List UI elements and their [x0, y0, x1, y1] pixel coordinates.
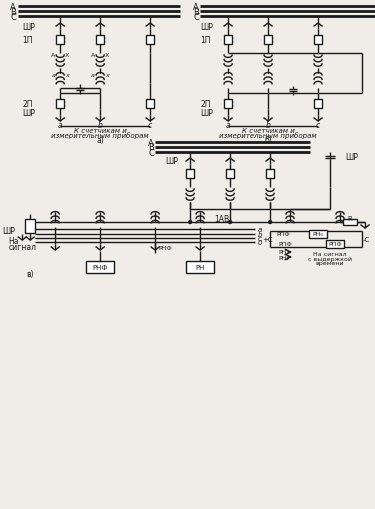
- Bar: [96, 36, 104, 44]
- Circle shape: [189, 221, 192, 224]
- Text: ШР: ШР: [200, 22, 213, 32]
- Bar: [25, 219, 35, 234]
- Text: РН: РН: [278, 250, 286, 255]
- Text: a: a: [51, 72, 55, 77]
- Bar: [186, 169, 194, 178]
- Text: ШР: ШР: [345, 153, 358, 162]
- Text: а): а): [96, 136, 104, 145]
- Text: РНФ: РНФ: [93, 265, 108, 270]
- Text: ШР: ШР: [22, 108, 35, 117]
- Text: времени: времени: [316, 261, 344, 266]
- Text: c: c: [148, 120, 152, 129]
- Text: a: a: [58, 120, 63, 129]
- Text: ШР: ШР: [22, 22, 35, 32]
- Bar: [264, 36, 272, 44]
- Text: сигнал: сигнал: [8, 242, 36, 251]
- Text: б): б): [264, 136, 272, 145]
- Circle shape: [229, 221, 232, 224]
- Text: На сигнал: На сигнал: [313, 251, 347, 256]
- Text: R: R: [348, 216, 352, 221]
- Text: в): в): [27, 270, 34, 279]
- Text: c: c: [258, 236, 262, 242]
- Bar: [224, 36, 232, 44]
- Text: B: B: [10, 8, 16, 16]
- Text: B: B: [148, 143, 154, 152]
- Bar: [266, 169, 274, 178]
- Text: РН: РН: [195, 265, 205, 270]
- Text: X: X: [105, 52, 109, 58]
- Text: A: A: [10, 3, 16, 12]
- Bar: [314, 36, 322, 44]
- Text: ШР: ШР: [2, 227, 15, 236]
- Text: К счетчикам и: К счетчикам и: [74, 128, 126, 134]
- Bar: [56, 99, 64, 108]
- Text: РН₂: РН₂: [278, 255, 289, 260]
- Text: x: x: [65, 72, 69, 77]
- Text: РНФ: РНФ: [158, 245, 172, 250]
- Bar: [146, 99, 154, 108]
- Text: B: B: [193, 8, 199, 16]
- Bar: [224, 99, 232, 108]
- Bar: [343, 219, 357, 225]
- Text: x: x: [105, 72, 109, 77]
- Text: A: A: [193, 3, 199, 12]
- Text: a: a: [91, 72, 95, 77]
- Bar: [314, 99, 322, 108]
- Text: b: b: [258, 232, 262, 238]
- Text: 0: 0: [258, 240, 262, 245]
- Text: 1П: 1П: [200, 36, 211, 44]
- Text: b: b: [98, 120, 103, 129]
- Text: измерительным приборам: измерительным приборам: [219, 132, 317, 139]
- Text: РПФ: РПФ: [276, 232, 290, 237]
- Text: На: На: [8, 237, 19, 246]
- Bar: [326, 241, 344, 248]
- Text: РПФ: РПФ: [278, 242, 292, 247]
- Bar: [146, 36, 154, 44]
- Text: измерительным приборам: измерительным приборам: [51, 132, 149, 139]
- Text: a: a: [258, 227, 262, 233]
- Bar: [86, 262, 114, 273]
- Text: -С: -С: [363, 237, 370, 242]
- Text: C: C: [10, 13, 16, 21]
- Text: A: A: [51, 52, 56, 58]
- Text: РН₀: РН₀: [313, 232, 324, 237]
- Text: К счетчикам и: К счетчикам и: [242, 128, 294, 134]
- Text: с выдержкой: с выдержкой: [308, 256, 352, 261]
- Text: РПФ: РПФ: [328, 242, 342, 247]
- Text: 2П: 2П: [200, 99, 211, 108]
- Text: a: a: [226, 120, 230, 129]
- Text: 1АВ: 1АВ: [214, 215, 230, 224]
- Text: +С: +С: [263, 237, 273, 242]
- Text: ШР: ШР: [200, 108, 213, 117]
- Bar: [309, 231, 327, 239]
- Circle shape: [268, 221, 272, 224]
- Text: C: C: [193, 13, 199, 21]
- Text: 1П: 1П: [22, 36, 33, 44]
- Text: ШР: ШР: [165, 156, 178, 165]
- Text: b: b: [266, 120, 270, 129]
- Text: X: X: [65, 52, 69, 58]
- Text: A: A: [91, 52, 95, 58]
- Text: C: C: [148, 148, 154, 157]
- Text: 2П: 2П: [22, 99, 33, 108]
- Bar: [186, 262, 214, 273]
- Bar: [226, 169, 234, 178]
- Text: A: A: [148, 138, 154, 147]
- Bar: [56, 36, 64, 44]
- Text: c: c: [316, 120, 320, 129]
